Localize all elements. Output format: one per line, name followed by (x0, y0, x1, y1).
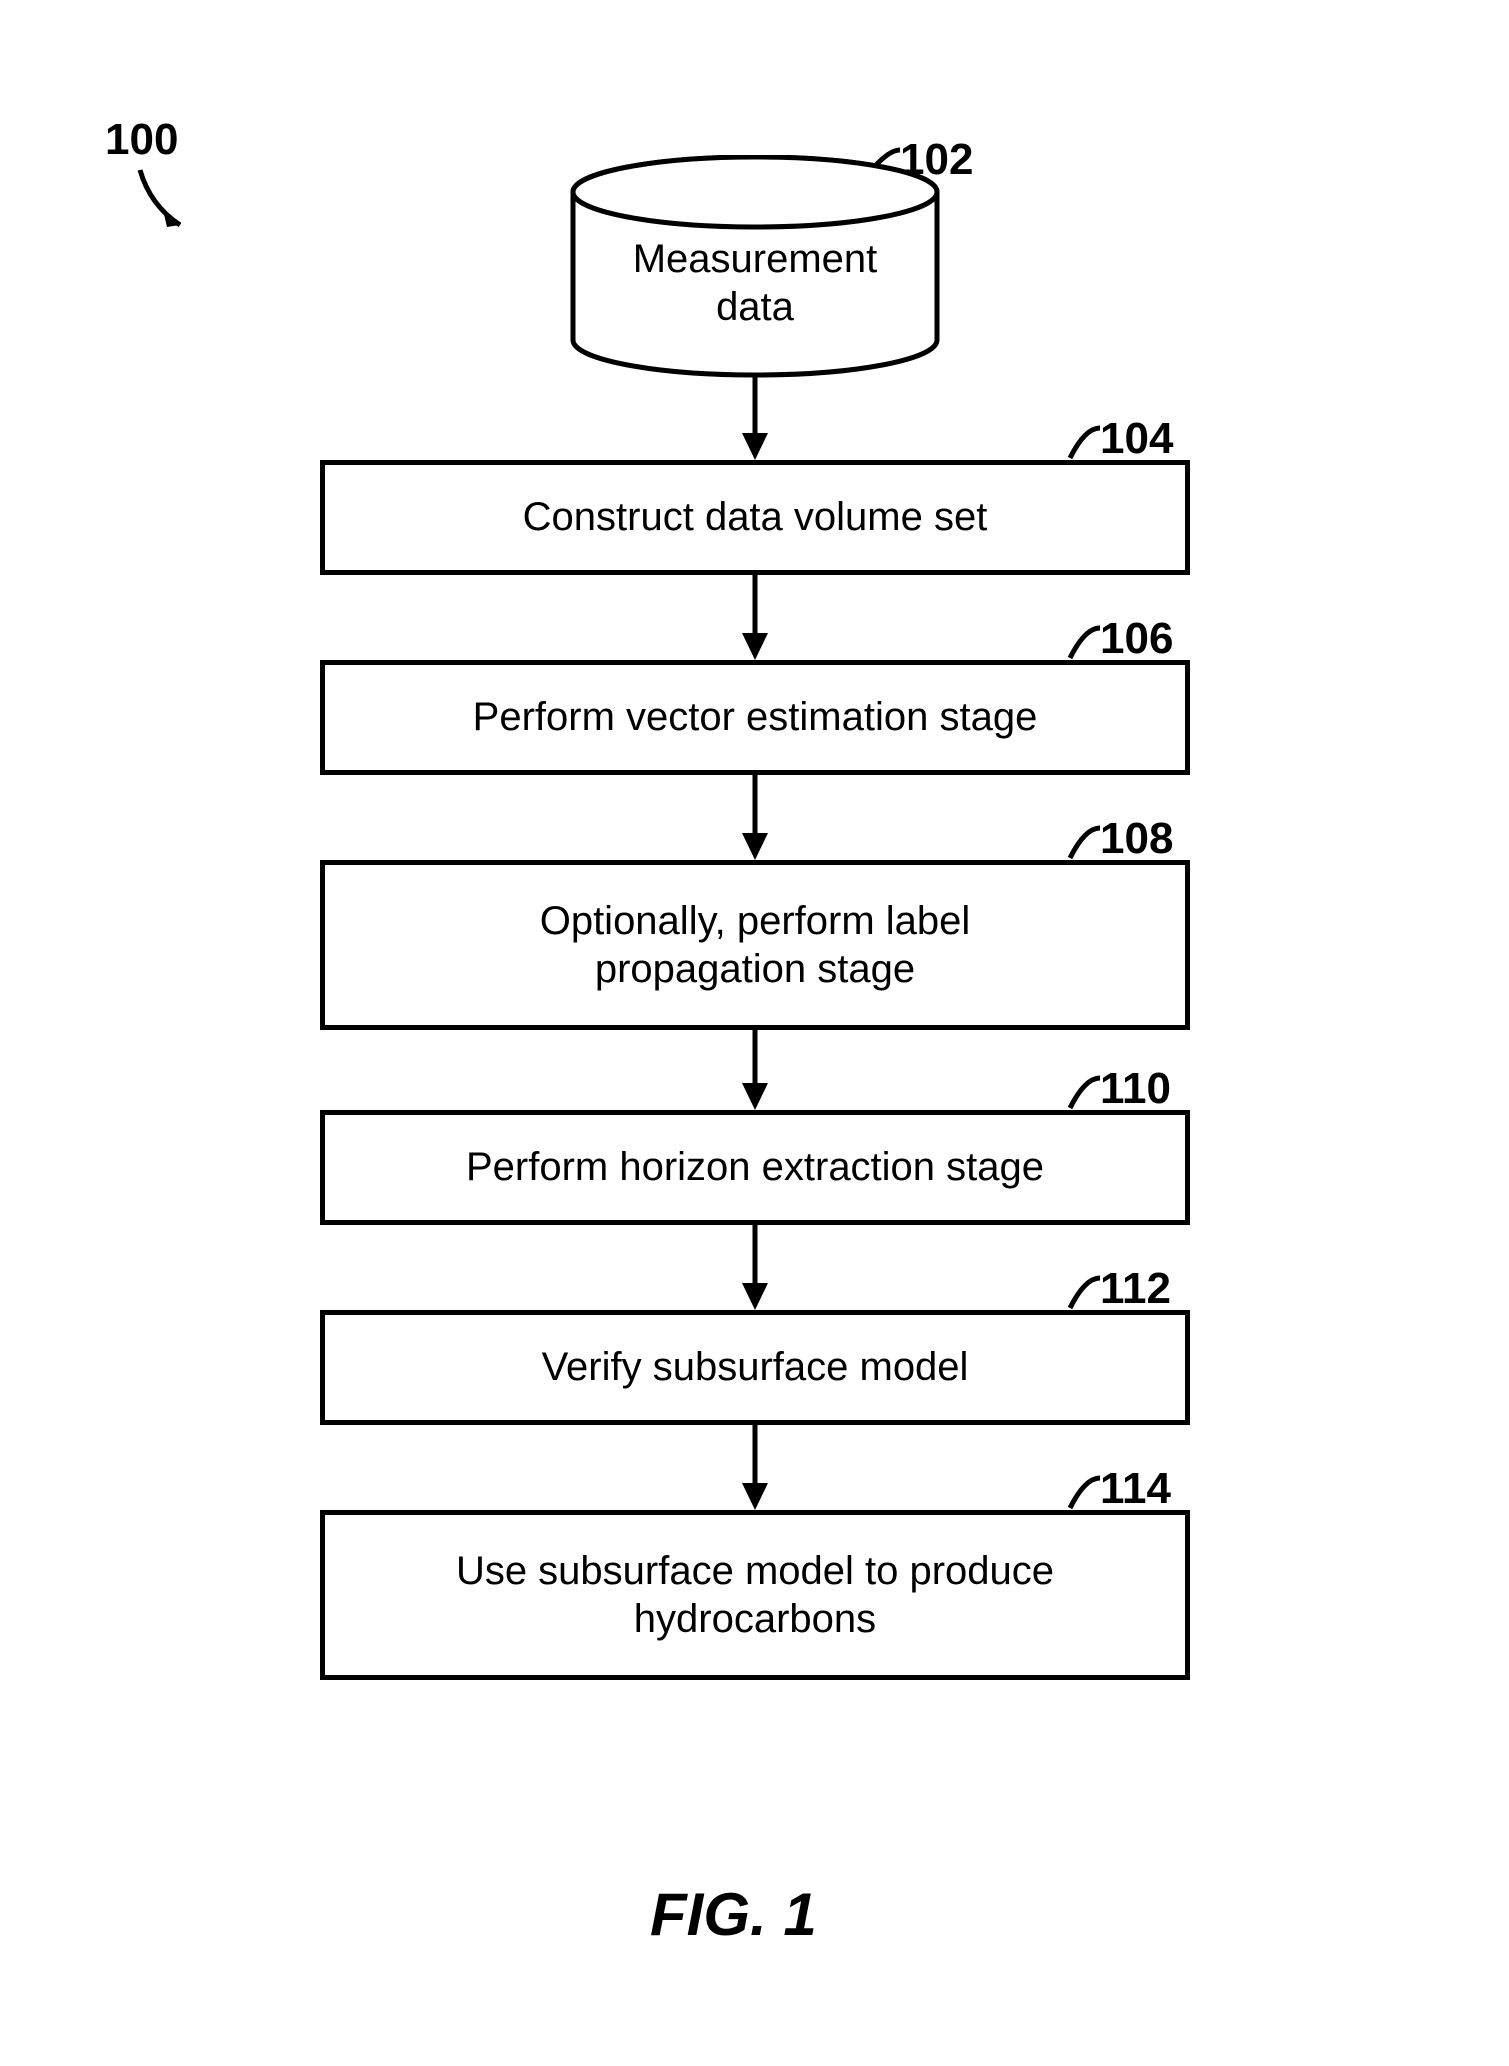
box-110: Perform horizon extraction stage (320, 1110, 1190, 1225)
arrow-108-110 (740, 1030, 770, 1115)
ref-112-leader (1065, 1273, 1105, 1313)
ref-108-leader (1065, 823, 1105, 863)
ref-label-106: 106 (1100, 614, 1173, 664)
ref-label-112: 112 (1100, 1264, 1171, 1314)
arrow-110-112 (740, 1225, 770, 1315)
cylinder-text: Measurement data (570, 235, 940, 331)
ref-label-104: 104 (1100, 414, 1173, 464)
ref-100-arrow (125, 165, 205, 245)
ref-label-108: 108 (1100, 814, 1173, 864)
ref-110-leader (1065, 1073, 1105, 1113)
ref-label-114: 114 (1100, 1464, 1171, 1514)
box-104: Construct data volume set (320, 460, 1190, 575)
ref-label-100: 100 (105, 115, 178, 165)
cylinder-measurement-data: Measurement data (570, 155, 940, 375)
arrow-104-106 (740, 575, 770, 665)
ref-104-leader (1065, 423, 1105, 463)
arrow-cyl-104 (740, 375, 770, 465)
ref-106-leader (1065, 623, 1105, 663)
box-106: Perform vector estimation stage (320, 660, 1190, 775)
figure-caption: FIG. 1 (650, 1880, 817, 1949)
box-114: Use subsurface model to produce hydrocar… (320, 1510, 1190, 1680)
box-112: Verify subsurface model (320, 1310, 1190, 1425)
ref-label-110: 110 (1100, 1064, 1171, 1114)
arrow-106-108 (740, 775, 770, 865)
box-108: Optionally, perform label propagation st… (320, 860, 1190, 1030)
flowchart-container: 100 102 Measurement data Construct data … (0, 0, 1509, 2066)
arrow-112-114 (740, 1425, 770, 1515)
ref-114-leader (1065, 1473, 1105, 1513)
